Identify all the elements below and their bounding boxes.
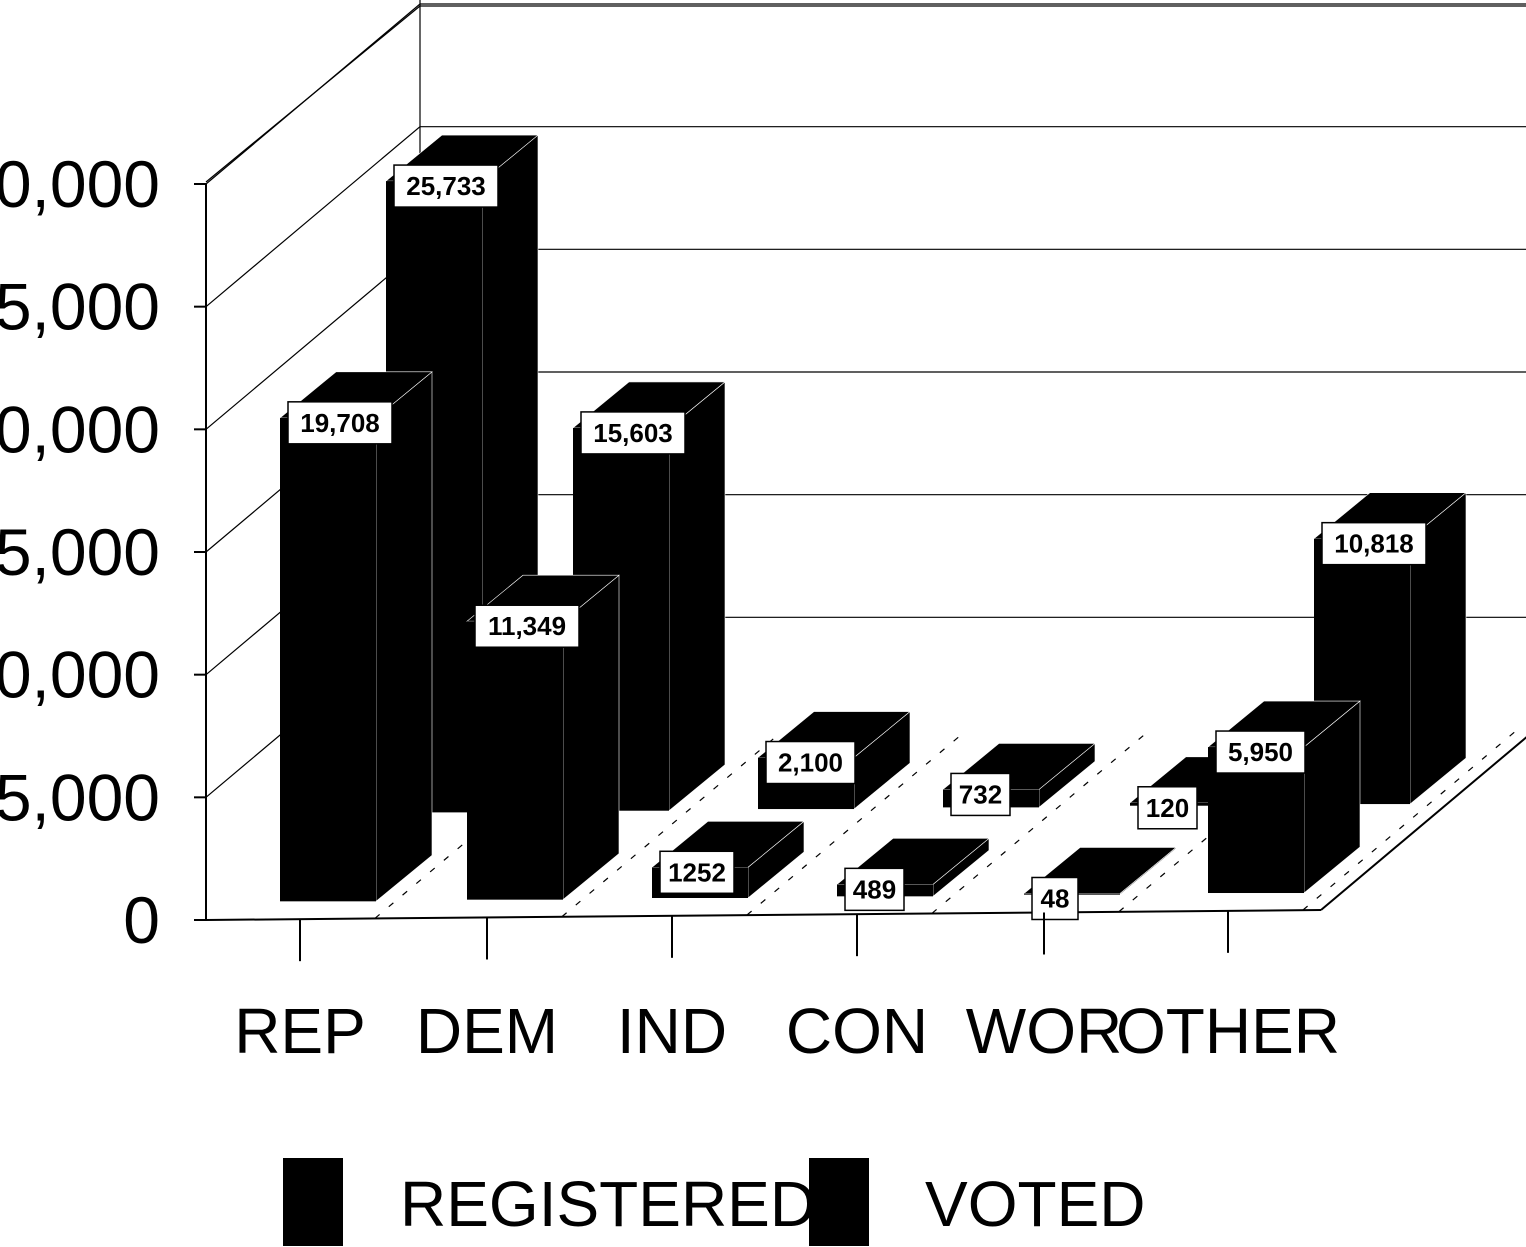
y-tick-label: 0 [123, 883, 160, 957]
data-label: 489 [853, 874, 896, 904]
data-label: 11,349 [488, 611, 566, 641]
x-tick-label: IND [617, 995, 727, 1067]
chart-bars: 25,733 15,603 2,100 732 120 10,818 19,708 11,34… [279, 134, 1467, 921]
y-tick-label: 15,000 [0, 515, 160, 589]
data-label: 15,603 [593, 418, 673, 448]
floor-front-edge [205, 909, 1322, 921]
chart-legend: REGISTERED VOTED [283, 1158, 1145, 1246]
legend-swatch [809, 1158, 869, 1246]
data-label-box [287, 401, 393, 445]
x-tick-label: REP [234, 995, 366, 1067]
data-label: 48 [1041, 883, 1070, 913]
legend-item-voted: VOTED [809, 1158, 1145, 1246]
data-label-box [659, 850, 735, 895]
data-label-box [1215, 730, 1306, 774]
side-wall-gridline [205, 248, 421, 430]
side-wall-top-edge [205, 5, 421, 183]
chart-frame [205, 0, 1526, 921]
data-label: 120 [1146, 793, 1189, 823]
bar-registered-dem: 11,349 [466, 574, 620, 901]
data-label: 25,733 [406, 171, 486, 201]
legend-item-registered: REGISTERED [283, 1158, 816, 1246]
x-tick-label: DEM [416, 995, 558, 1067]
data-label: 2,100 [778, 748, 843, 778]
legend-swatch [283, 1158, 343, 1246]
bar-registered-con: 489 [836, 837, 990, 912]
legend-label: REGISTERED [400, 1168, 816, 1240]
legend-label: VOTED [925, 1168, 1145, 1240]
data-label: 19,708 [300, 408, 380, 438]
bar-registered-rep: 19,708 [279, 371, 433, 902]
floor-right-edge [1320, 736, 1526, 911]
bar-side [375, 371, 433, 902]
x-tick-label: CON [786, 995, 928, 1067]
data-label-box [1321, 521, 1427, 566]
data-label: 732 [959, 779, 1002, 809]
bar-registered-wor: 48 [1023, 846, 1177, 921]
chart-axes: 0 5,000 10,000 15,000 20,000 25,000 30,000 REP D… [0, 147, 1340, 1067]
data-label: 10,818 [1334, 529, 1414, 559]
y-tick-label: 30,000 [0, 147, 160, 221]
bar-voted-con: 732 [942, 742, 1096, 817]
x-tick-label: WOR [966, 995, 1122, 1067]
y-tick-label: 25,000 [0, 270, 160, 344]
data-label: 5,950 [1228, 737, 1293, 767]
y-tick-label: 5,000 [0, 760, 160, 834]
data-label-box [1137, 786, 1198, 830]
bar-registered-other: 5,950 [1207, 700, 1361, 894]
data-label-box [950, 772, 1011, 817]
bar-registered-ind: 1252 [651, 820, 805, 899]
x-tick-label: OTHER [1116, 995, 1340, 1067]
bar-voted-ind: 2,100 [757, 710, 911, 810]
bar-voted-other: 10,818 [1313, 492, 1467, 805]
data-label-box [1031, 876, 1079, 921]
y-tick-label: 10,000 [0, 638, 160, 712]
data-label-box [765, 740, 856, 785]
y-tick-label: 20,000 [0, 392, 160, 466]
data-label-box [844, 867, 905, 912]
data-label-box [580, 411, 686, 455]
data-label: 1252 [668, 857, 726, 887]
bar-front [280, 417, 376, 902]
data-label-box [474, 604, 580, 648]
bar-front [467, 621, 563, 900]
side-wall-gridline [205, 126, 421, 308]
data-label-box [393, 164, 499, 208]
